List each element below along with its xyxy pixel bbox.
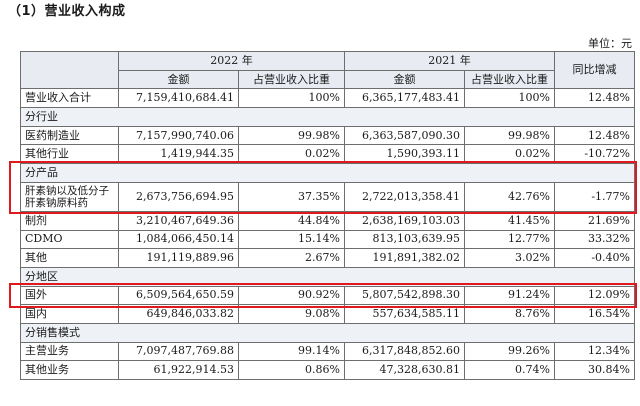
share-2021: 12.77%: [464, 229, 555, 250]
amount-2022: 7,157,990,740.06: [118, 125, 239, 146]
amount-2021: 6,365,177,483.41: [344, 88, 465, 109]
amount-2022: 1,084,066,450.14: [118, 229, 239, 250]
share-2022: 0.86%: [238, 360, 345, 380]
header-amount-2021: 金额: [344, 69, 465, 90]
section-row: 分地区: [20, 266, 635, 287]
header-blank: [20, 50, 119, 90]
yoy-change: 21.69%: [554, 210, 635, 231]
amount-2022: 2,673,756,694.95: [118, 181, 239, 212]
amount-2021: 2,638,169,103.03: [344, 210, 465, 231]
share-2022: 44.84%: [238, 210, 345, 231]
row-label: 肝素钠以及低分子肝素钠原料药: [20, 181, 119, 212]
table-row: CDMO 1,084,066,450.14 15.14% 813,103,639.95…: [20, 229, 635, 250]
row-label: 国内: [20, 304, 119, 324]
share-2022: 90.92%: [238, 285, 345, 306]
row-label: 营业收入合计: [20, 88, 119, 109]
table-row: 其他 191,119,889.96 2.67% 191,891,382.02 3.02%…: [20, 248, 635, 268]
amount-2021: 47,328,630.81: [344, 360, 465, 380]
amount-2021: 2,722,013,358.41: [344, 181, 465, 212]
amount-2022: 649,846,033.82: [118, 304, 239, 324]
yoy-change: 33.32%: [554, 229, 635, 250]
amount-2021: 813,103,639.95: [344, 229, 465, 250]
table-row: 国内 649,846,033.82 9.08% 557,634,585.11 8.76%…: [20, 304, 635, 324]
yoy-change: 12.34%: [554, 341, 635, 362]
amount-2022: 3,210,467,649.36: [118, 210, 239, 231]
share-2022: 0.02%: [238, 144, 345, 165]
amount-2022: 191,119,889.96: [118, 248, 239, 268]
share-2021: 0.74%: [464, 360, 555, 380]
share-2022: 15.14%: [238, 229, 345, 250]
row-label: 主营业务: [20, 341, 119, 362]
row-label: 制剂: [20, 210, 119, 231]
header-year-2022: 2022 年: [118, 51, 345, 71]
table-row: 医药制造业 7,157,990,740.06 99.98% 6,363,587,090…: [20, 125, 635, 146]
section-row: 分行业: [20, 107, 635, 127]
share-2021: 8.76%: [464, 304, 555, 324]
amount-2021: 6,317,848,852.60: [344, 341, 465, 362]
revenue-composition-table: 2022 年 2021 年 同比增减 金额 占营业收入比重 金额 占营业收入比重…: [20, 50, 635, 380]
amount-2022: 1,419,944.35: [118, 144, 239, 165]
table-row: 肝素钠以及低分子肝素钠原料药 2,673,756,694.95 37.35% 2,72…: [20, 181, 635, 212]
share-2021: 42.76%: [464, 181, 555, 212]
table-row: 制剂 3,210,467,649.36 44.84% 2,638,169,103.03…: [20, 210, 635, 231]
amount-2022: 6,509,564,650.59: [118, 285, 239, 306]
table-row: 主营业务 7,097,487,769.88 99.14% 6,317,848,852.…: [20, 341, 635, 362]
unit-label: 单位：元: [588, 37, 632, 50]
section-label: 分地区: [20, 266, 635, 287]
share-2022: 37.35%: [238, 181, 345, 212]
amount-2021: 1,590,393.11: [344, 144, 465, 165]
share-2021: 3.02%: [464, 248, 555, 268]
table-row: 营业收入合计 7,159,410,684.41 100% 6,365,177,483.…: [20, 88, 635, 109]
amount-2021: 191,891,382.02: [344, 248, 465, 268]
yoy-change: 12.48%: [554, 88, 635, 109]
share-2021: 41.45%: [464, 210, 555, 231]
header-share-2021: 占营业收入比重: [464, 69, 555, 90]
header-amount-2022: 金额: [118, 69, 239, 90]
row-label: 国外: [20, 285, 119, 306]
amount-2021: 6,363,587,090.30: [344, 125, 465, 146]
table-row: 其他行业 1,419,944.35 0.02% 1,590,393.11 0.02% -1…: [20, 144, 635, 165]
row-label: 其他: [20, 248, 119, 268]
row-label: 其他业务: [20, 360, 119, 380]
header-share-2022: 占营业收入比重: [238, 69, 345, 90]
yoy-change: -10.72%: [554, 144, 635, 165]
section-label: 分产品: [20, 163, 635, 183]
share-2022: 99.98%: [238, 125, 345, 146]
share-2021: 99.98%: [464, 125, 555, 146]
share-2021: 99.26%: [464, 341, 555, 362]
amount-2022: 7,097,487,769.88: [118, 341, 239, 362]
yoy-change: 12.09%: [554, 285, 635, 306]
share-2021: 100%: [464, 88, 555, 109]
yoy-change: -1.77%: [554, 181, 635, 212]
header-yoy: 同比增减: [554, 50, 635, 90]
table-row: 国外 6,509,564,650.59 90.92% 5,807,542,898.30…: [20, 285, 635, 306]
section-heading: （1）营业收入构成: [8, 4, 126, 19]
share-2022: 2.67%: [238, 248, 345, 268]
share-2021: 91.24%: [464, 285, 555, 306]
section-label: 分销售模式: [20, 322, 635, 343]
section-label: 分行业: [20, 107, 635, 127]
amount-2022: 7,159,410,684.41: [118, 88, 239, 109]
row-label: CDMO: [20, 229, 119, 250]
section-row: 分销售模式: [20, 322, 635, 343]
yoy-change: -0.40%: [554, 248, 635, 268]
share-2022: 100%: [238, 88, 345, 109]
yoy-change: 16.54%: [554, 304, 635, 324]
amount-2022: 61,922,914.53: [118, 360, 239, 380]
section-row: 分产品: [20, 163, 635, 183]
yoy-change: 30.84%: [554, 360, 635, 380]
amount-2021: 5,807,542,898.30: [344, 285, 465, 306]
share-2022: 99.14%: [238, 341, 345, 362]
table-row: 其他业务 61,922,914.53 0.86% 47,328,630.81 0.74%…: [20, 360, 635, 380]
amount-2021: 557,634,585.11: [344, 304, 465, 324]
table-body: 营业收入合计 7,159,410,684.41 100% 6,365,177,483.…: [20, 88, 635, 380]
yoy-change: 12.48%: [554, 125, 635, 146]
share-2021: 0.02%: [464, 144, 555, 165]
share-2022: 9.08%: [238, 304, 345, 324]
row-label: 其他行业: [20, 144, 119, 165]
header-year-2021: 2021 年: [344, 51, 555, 71]
row-label: 医药制造业: [20, 125, 119, 146]
